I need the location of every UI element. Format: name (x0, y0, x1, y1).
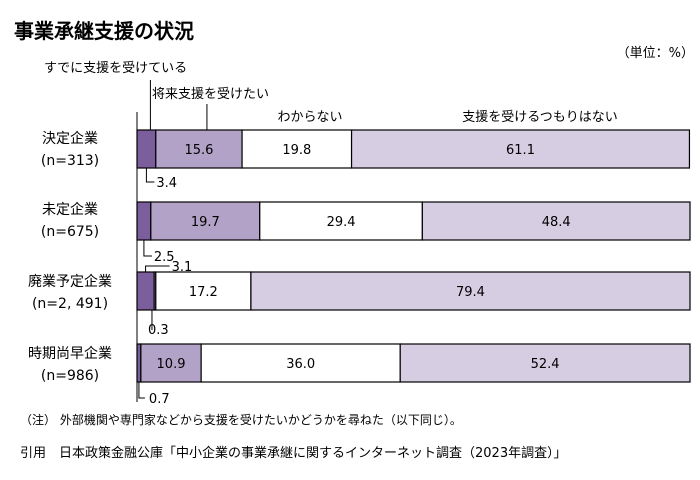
leader-line (138, 382, 145, 399)
bar-segment (150, 201, 261, 241)
data-label: 29.4 (327, 215, 356, 230)
data-label: 17.2 (189, 285, 218, 300)
leader-line (143, 240, 152, 257)
bar-segment (250, 271, 691, 311)
series-header: すでに支援を受けている (44, 61, 187, 76)
category-n-label: (n=2, 491) (32, 296, 108, 312)
chart-source: 引用 日本政策金融公庫「中小企業の事業承継に関するインターネット調査（2023年… (20, 445, 567, 461)
category-n-label: (n=313) (41, 153, 99, 169)
bar-segment (136, 129, 157, 169)
category-labels: 決定企業 (n=313) 未定企業 (n=675) 廃業予定企業 (n=2, 491) 時期… (28, 130, 112, 384)
bars: 15.6 19.8 61.1 19.7 29.4 48.4 17.2 79.4 10.9 36.0… (136, 129, 691, 383)
data-label: 19.7 (191, 215, 220, 230)
chart-note: （注） 外部機関や専門家などから支援を受けたいかどうかを尋ねた（以下同じ）。 (20, 412, 462, 427)
data-label: 79.4 (456, 285, 485, 300)
callout-label: 0.7 (149, 392, 170, 407)
unit-label: （単位：%） (617, 45, 694, 61)
category-n-label: (n=675) (41, 224, 99, 240)
callout-label: 2.5 (154, 250, 175, 265)
bar-segment (399, 343, 691, 383)
leader-line (145, 265, 170, 272)
bar-segment (155, 129, 243, 169)
bar-segment (200, 343, 401, 383)
category-label: 決定企業 (42, 130, 98, 147)
data-label: 15.6 (184, 143, 213, 158)
bar-segment (140, 343, 202, 383)
series-header: 将来支援を受けたい (152, 87, 269, 102)
bar-segment (136, 201, 152, 241)
callout-label: 3.4 (156, 176, 177, 191)
small-value-callouts: 3.4 2.53.1 0.3 0.7 (138, 168, 193, 407)
category-label: 時期尚早企業 (28, 345, 112, 362)
bar-segment (259, 201, 423, 241)
data-label: 19.8 (282, 143, 311, 158)
callout-label: 0.3 (148, 323, 169, 338)
bar-segment (241, 129, 353, 169)
category-label: 未定企業 (42, 201, 98, 218)
category-label: 廃業予定企業 (28, 273, 112, 290)
leader-line (145, 168, 155, 183)
bar-segment (350, 129, 691, 169)
data-label: 48.4 (542, 215, 571, 230)
callout-label: 3.1 (172, 260, 193, 275)
data-label: 10.9 (157, 357, 186, 372)
series-header: わからない (277, 110, 342, 125)
data-label: 61.1 (506, 143, 535, 158)
category-n-label: (n=986) (41, 368, 99, 384)
bar-segment (136, 271, 155, 311)
series-header: 支援を受けるつもりはない (462, 110, 617, 125)
data-label: 36.0 (286, 357, 315, 372)
data-label: 52.4 (531, 357, 560, 372)
chart-title: 事業承継支援の状況 (14, 19, 194, 43)
bar-segment (155, 271, 252, 311)
bar-segment (421, 201, 691, 241)
